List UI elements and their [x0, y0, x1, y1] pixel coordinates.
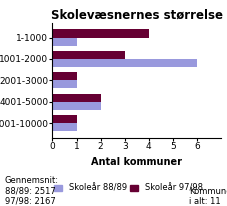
Bar — [52, 80, 76, 88]
Bar — [52, 59, 196, 67]
Bar — [52, 38, 76, 46]
Bar — [52, 94, 100, 102]
Text: Gennemsnit:
88/89: 2517
97/98: 2167: Gennemsnit: 88/89: 2517 97/98: 2167 — [5, 176, 58, 206]
Bar — [52, 102, 100, 110]
Title: Skolevæsnernes størrelse: Skolevæsnernes størrelse — [51, 8, 222, 21]
Text: Kommuner
i alt: 11: Kommuner i alt: 11 — [188, 187, 227, 206]
X-axis label: Antal kommuner: Antal kommuner — [91, 157, 182, 167]
Bar — [52, 72, 76, 80]
Bar — [52, 51, 124, 59]
Legend: Skoleår 88/89, Skoleår 97/98: Skoleår 88/89, Skoleår 97/98 — [50, 180, 205, 196]
Bar — [52, 29, 148, 38]
Bar — [52, 115, 76, 123]
Bar — [52, 123, 76, 131]
